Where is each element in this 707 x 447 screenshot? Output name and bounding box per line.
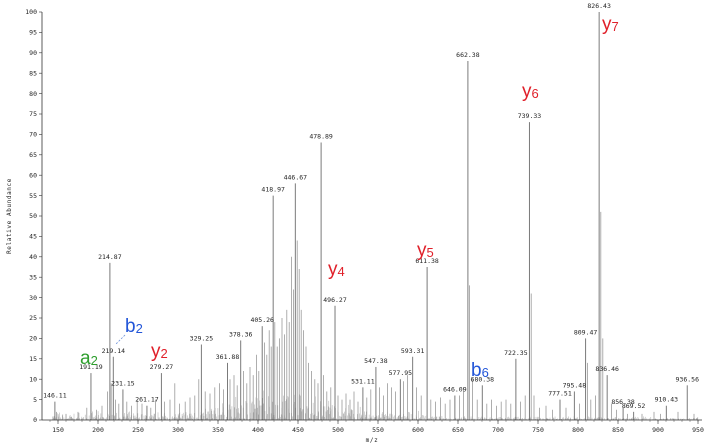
ion-annotation-y7: y7 [602,14,619,35]
peak-mz-label: 279.27 [150,363,174,371]
ion-annotations: a2 b2 y2 y4 y5 b6 y6 y7 [80,14,619,381]
peak-mz-labels: 146.11 191.19 214.87 219.14 231.15 261.17 279.… [43,2,699,410]
y-tick-label: 55 [29,192,37,200]
ion-annotation-y4: y4 [328,259,345,280]
peak-mz-label: 214.87 [98,253,122,261]
x-axis-title: m/z [366,437,379,444]
peak-mz-label: 547.38 [364,357,388,365]
x-tick-label: 250 [132,426,144,434]
ion-annotation-b6: b6 [471,360,489,381]
y-tick-label: 60 [29,171,37,179]
spectrum-peaks [54,12,695,420]
peak-mz-label: 739.33 [518,112,542,120]
ion-annotation-b2: b2 [125,316,143,337]
x-tick-label: 600 [412,426,424,434]
y-tick-label: 15 [29,355,37,363]
ion-annotation-y2: y2 [151,341,168,362]
y-tick-label: 10 [29,375,37,383]
x-tick-label: 850 [612,426,624,434]
ion-annotation-y6: y6 [522,81,539,102]
y-tick-label: 25 [29,314,37,322]
peak-mz-label: 662.38 [456,51,480,59]
x-tick-label: 900 [652,426,664,434]
peak-mz-label: 593.31 [401,347,425,355]
peak-mz-label: 646.09 [443,386,467,394]
peak-mz-label: 418.97 [261,186,285,194]
peak-mz-label: 146.11 [43,392,67,400]
x-tick-label: 650 [452,426,464,434]
y-tick-label: 0 [33,416,37,424]
peak-mz-label: 478.89 [309,133,333,141]
peak-mz-label: 809.47 [574,328,598,336]
y-axis-title: Relative Abundance [6,178,13,254]
peak-mz-label: 261.17 [135,396,159,404]
y-tick-label: 65 [29,151,37,159]
x-tick-label: 700 [492,426,504,434]
peak-mz-label: 577.95 [389,369,413,377]
x-tick-label: 350 [212,426,224,434]
x-tick-label: 450 [292,426,304,434]
y-tick-label: 90 [29,49,37,57]
y-tick-label: 35 [29,273,37,281]
y-tick-label: 45 [29,233,37,241]
x-tick-label: 950 [692,426,704,434]
y-tick-label: 20 [29,335,37,343]
peak-mz-label: 378.36 [229,330,253,338]
x-tick-label: 800 [572,426,584,434]
ion-annotation-a2: a2 [80,348,98,369]
y-tick-label: 30 [29,294,37,302]
peak-mz-label: 936.56 [676,375,700,383]
peak-mz-label: 446.67 [284,173,308,181]
peak-mz-label: 680.38 [471,375,495,383]
peak-mz-label: 795.48 [563,381,587,389]
y-tick-label: 5 [33,396,37,404]
peak-mz-label: 219.14 [102,347,126,355]
y-tick-label: 40 [29,253,37,261]
peak-mz-label: 869.52 [622,402,646,410]
peak-mz-label: 826.43 [587,2,611,10]
peak-mz-label: 611.38 [415,257,439,265]
peak-mz-label: 231.15 [111,379,135,387]
peak-mz-label: 856.38 [611,398,635,406]
y-axis-ticks: 0 5 10 15 20 25 30 35 40 45 50 55 60 65 70 75 80 85 90 95 10… [25,8,42,424]
y-tick-label: 50 [29,212,37,220]
x-tick-label: 300 [172,426,184,434]
peak-mz-label: 722.35 [504,349,528,357]
x-tick-label: 500 [332,426,344,434]
peak-mz-label: 910.43 [655,396,679,404]
peak-mz-label: 361.88 [216,353,240,361]
ion-annotation-y5: y5 [417,240,434,261]
x-tick-label: 400 [252,426,264,434]
x-tick-label: 150 [52,426,64,434]
peak-mz-label: 191.19 [79,363,103,371]
y-tick-label: 70 [29,131,37,139]
y-tick-label: 75 [29,110,37,118]
peak-mz-label: 836.46 [595,365,619,373]
x-axis-ticks: 150 200 250 300 350 400 450 500 550 600 650 700 750 8… [49,420,704,434]
x-tick-label: 750 [532,426,544,434]
y-tick-label: 100 [25,8,37,16]
b2-leader-line [115,334,126,345]
peak-mz-label: 329.25 [190,335,214,343]
y-tick-label: 80 [29,90,37,98]
y-tick-label: 85 [29,69,37,77]
x-tick-label: 550 [372,426,384,434]
peak-mz-label: 496.27 [323,296,347,304]
peak-mz-label: 405.26 [250,316,274,324]
peak-mz-label: 531.11 [351,377,375,385]
peak-mz-label: 777.51 [548,390,572,398]
y-tick-label: 95 [29,29,37,37]
x-tick-label: 200 [92,426,104,434]
